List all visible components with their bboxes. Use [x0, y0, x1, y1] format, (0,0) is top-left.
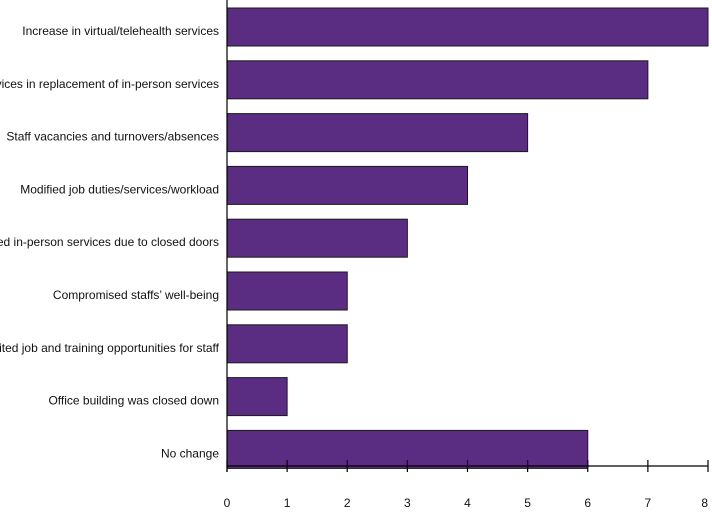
x-tick-labels: 0 1 2 3 4 5 6 7 8	[224, 496, 709, 510]
x-tick-label: 0	[224, 496, 231, 510]
x-tick-label: 5	[524, 496, 531, 510]
x-tick-label: 3	[404, 496, 411, 510]
bar	[226, 7, 709, 47]
category-labels: Increase in virtual/telehealth services V…	[0, 24, 220, 460]
bar	[226, 218, 408, 258]
category-label: Modified job duties/services/workload	[20, 182, 219, 196]
category-label: Virtual services in replacement of in-pe…	[0, 77, 219, 91]
x-tick-label: 6	[584, 496, 591, 510]
bar	[226, 113, 529, 153]
x-tick-label: 7	[645, 496, 652, 510]
x-tick-label: 1	[284, 496, 291, 510]
x-axis-ticks	[226, 460, 709, 472]
bars-group	[226, 7, 709, 469]
category-label: No change	[161, 446, 219, 460]
x-tick-label: 2	[344, 496, 351, 510]
bar	[226, 60, 649, 100]
category-label: Office building was closed down	[48, 394, 219, 408]
bar	[226, 377, 288, 417]
bar	[226, 324, 348, 364]
category-label: Increase in virtual/telehealth services	[22, 24, 219, 38]
category-label: Staff vacancies and turnovers/absences	[6, 130, 219, 144]
category-label: Compromised staffs’ well-being	[53, 288, 219, 302]
bar	[226, 271, 348, 311]
bar	[226, 165, 468, 205]
x-tick-label: 8	[701, 496, 708, 510]
x-tick-label: 4	[464, 496, 471, 510]
category-label: Limited in-person services due to closed…	[0, 235, 219, 249]
category-label: Limited job and training opportunities f…	[0, 341, 220, 355]
